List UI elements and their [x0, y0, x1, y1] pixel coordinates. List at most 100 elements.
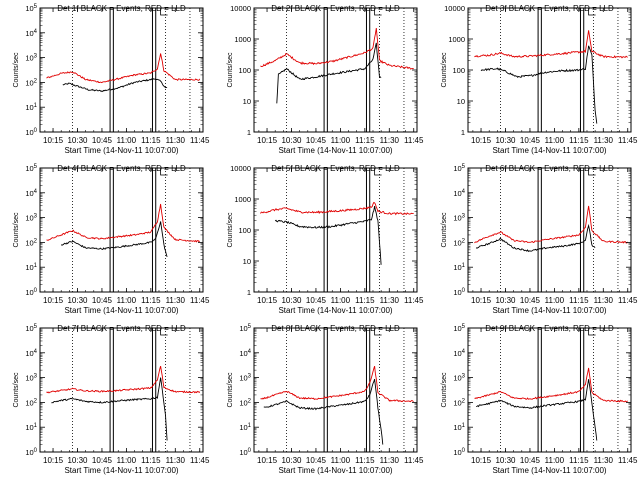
x-tick-label: 10:45 — [520, 456, 541, 465]
x-tick-label: 11:00 — [545, 456, 565, 465]
lld-series-line — [474, 367, 628, 403]
y-tick-label: 102 — [25, 238, 37, 247]
bracket-marker — [374, 168, 382, 176]
y-tick-label: 101 — [239, 423, 251, 432]
events-series-line — [276, 42, 382, 104]
bracket-marker — [160, 168, 168, 176]
events-series-line — [60, 221, 168, 258]
y-tick-label: 1 — [247, 128, 251, 137]
x-tick-label: 10:45 — [520, 296, 541, 305]
x-tick-label: 10:30 — [495, 296, 516, 305]
events-series-line — [480, 45, 598, 124]
x-tick-label: 10:30 — [67, 456, 88, 465]
plot-frame — [39, 327, 204, 453]
panel-det-8: 10:15 10:30 10:45 11:00 11:15 11:30 11:45 100 10… — [227, 324, 424, 475]
y-axis-label: Counts/sec — [227, 52, 234, 88]
x-tick-label: 11:30 — [594, 136, 614, 145]
x-tick-label: 10:15 — [471, 136, 492, 145]
x-tick-label: 11:00 — [117, 456, 137, 465]
x-tick-label: 10:15 — [257, 136, 278, 145]
x-tick-label: 10:30 — [495, 456, 516, 465]
lld-series-line — [46, 53, 201, 84]
panel-title: Det 5f BLACK = Events, RED = LLD — [271, 164, 400, 173]
x-tick-label: 10:30 — [495, 136, 516, 145]
plot-frame — [467, 7, 632, 133]
y-tick-label: 101 — [25, 423, 37, 432]
x-tick-label: 11:45 — [618, 136, 638, 145]
x-tick-label: 11:30 — [166, 456, 186, 465]
y-tick-label: 100 — [239, 448, 251, 457]
bracket-marker — [588, 168, 596, 176]
y-tick-label: 103 — [25, 374, 37, 383]
y-tick-label: 105 — [453, 324, 465, 333]
y-tick-label: 104 — [25, 349, 37, 358]
x-tick-label: 10:15 — [257, 456, 278, 465]
x-axis-label: Start Time (14-Nov-11 10:07:00) — [278, 466, 392, 475]
x-tick-label: 11:15 — [141, 136, 161, 145]
x-axis-label: Start Time (14-Nov-11 10:07:00) — [278, 146, 392, 155]
x-tick-label: 11:30 — [380, 296, 400, 305]
x-tick-label: 11:15 — [141, 296, 161, 305]
y-tick-label: 100 — [238, 226, 251, 235]
x-tick-label: 11:45 — [618, 456, 638, 465]
y-tick-label: 105 — [239, 324, 251, 333]
plot-frame — [253, 167, 418, 293]
events-series-line — [274, 206, 382, 265]
x-axis-label: Start Time (14-Nov-11 10:07:00) — [64, 146, 178, 155]
x-tick-label: 10:15 — [471, 456, 492, 465]
y-axis-label: Counts/sec — [227, 212, 234, 248]
lld-series-line — [260, 365, 414, 403]
plot-frame — [467, 327, 632, 453]
x-tick-label: 11:15 — [141, 456, 161, 465]
y-tick-label: 10 — [243, 257, 251, 266]
y-tick-label: 102 — [453, 238, 465, 247]
panel-det-2: 10:15 10:30 10:45 11:00 11:15 11:30 11:45 1 10 10… — [227, 4, 424, 155]
y-tick-label: 101 — [453, 263, 465, 272]
y-tick-label: 105 — [25, 164, 37, 173]
x-tick-label: 10:45 — [520, 136, 541, 145]
panel-title: Det 9f BLACK = Events, RED = LLD — [485, 324, 614, 333]
events-series-line — [51, 377, 168, 441]
y-tick-label: 102 — [25, 78, 37, 87]
lld-series-line — [46, 365, 201, 394]
x-axis-label: Start Time (14-Nov-11 10:07:00) — [278, 306, 392, 315]
x-tick-label: 11:45 — [404, 296, 424, 305]
events-series-line — [476, 379, 598, 441]
lld-series-line — [260, 28, 414, 70]
x-tick-label: 11:30 — [166, 296, 186, 305]
y-tick-label: 100 — [453, 448, 465, 457]
y-tick-label: 104 — [453, 349, 465, 358]
y-tick-label: 100 — [238, 66, 251, 75]
x-tick-label: 11:15 — [569, 456, 589, 465]
x-tick-label: 11:45 — [404, 456, 424, 465]
y-tick-label: 102 — [453, 398, 465, 407]
bracket-marker — [160, 328, 168, 336]
y-tick-label: 100 — [452, 66, 465, 75]
x-tick-label: 11:00 — [545, 296, 565, 305]
y-tick-label: 103 — [25, 214, 37, 223]
x-tick-label: 10:45 — [306, 296, 327, 305]
plot-frame — [39, 7, 204, 133]
events-series-line — [475, 223, 596, 253]
y-tick-label: 1 — [247, 288, 251, 297]
x-axis-label: Start Time (14-Nov-11 10:07:00) — [492, 466, 606, 475]
bracket-marker — [374, 328, 382, 336]
x-tick-label: 10:45 — [306, 136, 327, 145]
plot-frame — [253, 327, 418, 453]
panel-det-9: 10:15 10:30 10:45 11:00 11:15 11:30 11:45 100 10… — [441, 324, 638, 475]
panel-title: Det 8f BLACK = Events, RED = LLD — [271, 324, 400, 333]
panel-title: Det 4f BLACK = Events, RED = LLD — [57, 164, 186, 173]
x-tick-label: 10:30 — [281, 296, 302, 305]
bracket-marker — [588, 328, 596, 336]
x-tick-label: 11:45 — [404, 136, 424, 145]
panel-title: Det 6f BLACK = Events, RED = LLD — [485, 164, 614, 173]
y-tick-label: 101 — [453, 423, 465, 432]
x-tick-label: 11:00 — [545, 136, 565, 145]
x-tick-label: 11:15 — [355, 296, 375, 305]
x-tick-label: 10:15 — [43, 296, 64, 305]
bracket-marker — [374, 8, 382, 16]
y-tick-label: 105 — [25, 4, 37, 13]
x-axis-label: Start Time (14-Nov-11 10:07:00) — [492, 306, 606, 315]
events-series-line — [62, 78, 168, 93]
